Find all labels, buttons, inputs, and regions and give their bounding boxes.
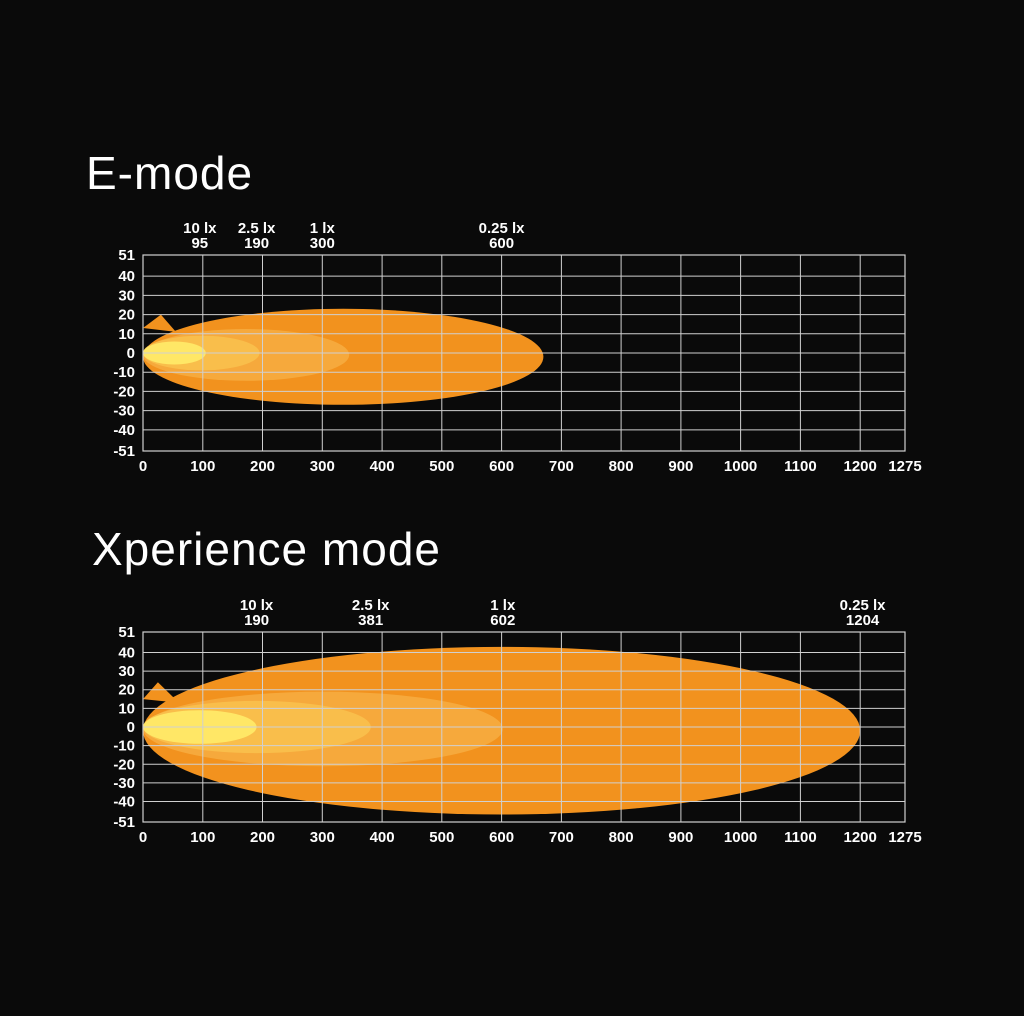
y-tick-label: 40 <box>118 268 135 285</box>
chart-title-xperience-mode: Xperience mode <box>92 523 441 575</box>
x-tick-label: 1200 <box>844 829 877 846</box>
plot-border <box>142 631 906 823</box>
x-tick-label: 1100 <box>784 458 817 475</box>
x-tick-label: 600 <box>489 829 514 846</box>
y-tick-label: 51 <box>118 624 135 641</box>
y-tick-label: -51 <box>113 814 135 831</box>
lux-marker-distance: 381 <box>358 612 383 629</box>
x-tick-label: 200 <box>250 458 275 475</box>
y-tick-label: 51 <box>118 247 135 264</box>
lux-marker-distance: 300 <box>310 235 335 252</box>
y-tick-label: -10 <box>113 738 135 755</box>
x-tick-label: 500 <box>429 829 454 846</box>
lux-marker-label: 1 lx <box>310 220 336 237</box>
x-tick-label: 0 <box>139 458 147 475</box>
x-tick-label: 700 <box>549 829 574 846</box>
lux-marker-label: 2.5 lx <box>352 597 390 614</box>
y-tick-label: -10 <box>113 364 135 381</box>
y-tick-label: 40 <box>118 645 135 662</box>
y-tick-label: -40 <box>113 794 135 811</box>
x-tick-label: 1275 <box>888 458 921 475</box>
y-tick-label: -20 <box>113 756 135 773</box>
beam-spike <box>143 682 179 703</box>
beam-spike <box>143 314 176 332</box>
lux-marker-distance: 602 <box>490 612 515 629</box>
lux-marker-label: 2.5 lx <box>238 220 276 237</box>
x-tick-label: 1275 <box>888 829 921 846</box>
x-tick-label: 100 <box>190 829 215 846</box>
x-tick-label: 1200 <box>844 458 877 475</box>
y-tick-label: 0 <box>127 345 135 362</box>
x-tick-label: 700 <box>549 458 574 475</box>
lux-marker-distance: 1204 <box>846 612 880 629</box>
y-tick-label: -51 <box>113 443 135 460</box>
y-tick-label: 30 <box>118 663 135 680</box>
x-tick-label: 800 <box>609 829 634 846</box>
lux-marker-label: 10 lx <box>183 220 217 237</box>
y-tick-label: -20 <box>113 383 135 400</box>
lux-marker-label: 1 lx <box>490 597 516 614</box>
x-tick-label: 200 <box>250 829 275 846</box>
footer-bar <box>0 1016 1024 1024</box>
y-tick-label: -40 <box>113 422 135 439</box>
x-tick-label: 400 <box>370 458 395 475</box>
plot-border <box>142 254 906 452</box>
lux-marker-label: 0.25 lx <box>479 220 526 237</box>
lux-marker-distance: 190 <box>244 235 269 252</box>
lux-marker-distance: 190 <box>244 612 269 629</box>
y-tick-label: 30 <box>118 287 135 304</box>
y-tick-label: -30 <box>113 403 135 420</box>
x-tick-label: 1000 <box>724 458 757 475</box>
x-tick-label: 0 <box>139 829 147 846</box>
x-tick-label: 1100 <box>784 829 817 846</box>
x-tick-label: 1000 <box>724 829 757 846</box>
lux-marker-distance: 600 <box>489 235 514 252</box>
lux-marker-distance: 95 <box>191 235 208 252</box>
x-tick-label: 300 <box>310 458 335 475</box>
x-tick-label: 900 <box>668 829 693 846</box>
x-tick-label: 600 <box>489 458 514 475</box>
y-tick-label: 10 <box>118 700 135 717</box>
x-tick-label: 300 <box>310 829 335 846</box>
x-tick-label: 500 <box>429 458 454 475</box>
y-tick-label: 10 <box>118 326 135 343</box>
x-tick-label: 100 <box>190 458 215 475</box>
x-tick-label: 900 <box>668 458 693 475</box>
lux-marker-label: 10 lx <box>240 597 274 614</box>
lux-marker-label: 0.25 lx <box>840 597 887 614</box>
x-tick-label: 400 <box>370 829 395 846</box>
x-tick-label: 800 <box>609 458 634 475</box>
y-tick-label: 0 <box>127 719 135 736</box>
chart-title-emode: E-mode <box>86 147 254 199</box>
y-tick-label: 20 <box>118 682 135 699</box>
y-tick-label: 20 <box>118 307 135 324</box>
y-tick-label: -30 <box>113 775 135 792</box>
